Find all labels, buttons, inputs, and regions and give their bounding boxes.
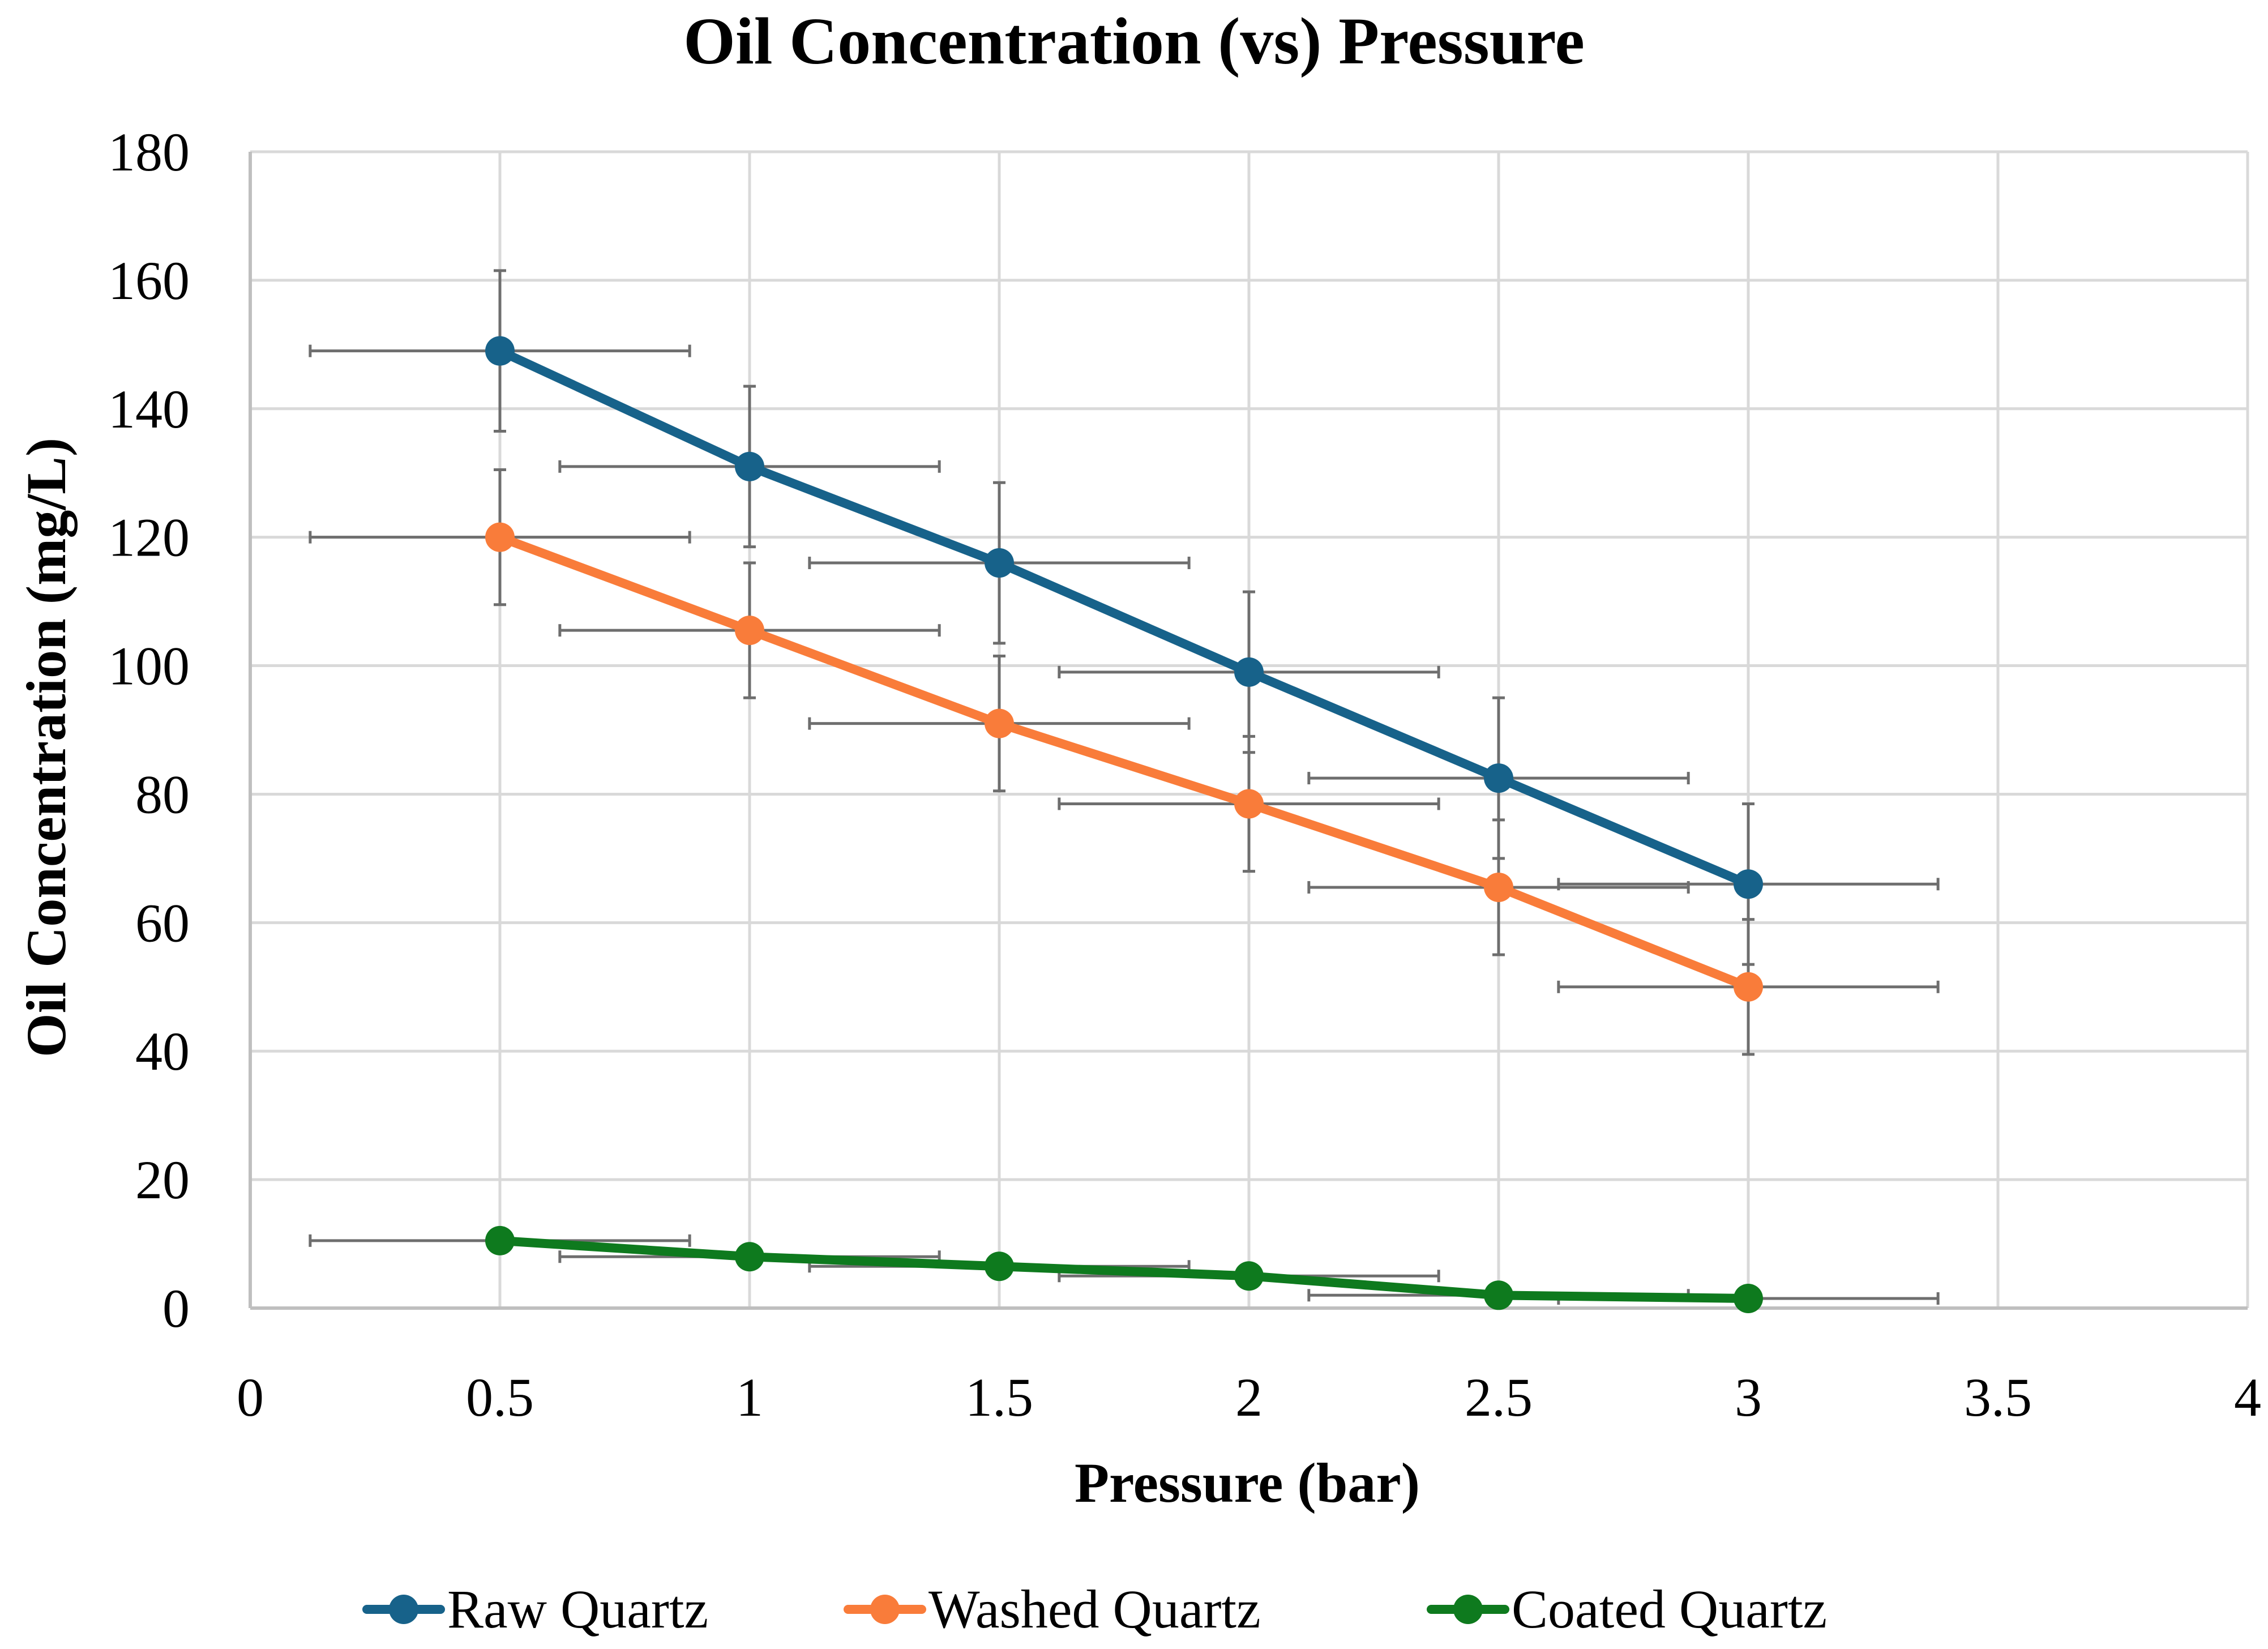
data-point-coated-quartz bbox=[985, 1251, 1014, 1281]
data-point-washed-quartz bbox=[1234, 789, 1264, 819]
series-line-coated-quartz bbox=[495, 1236, 1753, 1303]
data-point-coated-quartz bbox=[485, 1225, 515, 1255]
data-point-coated-quartz bbox=[1234, 1261, 1264, 1291]
series bbox=[485, 336, 1763, 1313]
series-line-raw-quartz bbox=[495, 346, 1753, 889]
y-tick-label: 160 bbox=[108, 250, 190, 311]
error-bars bbox=[309, 269, 1940, 1305]
legend: Raw Quartz Washed Quartz Coated Quartz bbox=[362, 1579, 1827, 1639]
tick-labels: 0 0.5 1 1.5 2 2.5 3 3.5 402040608010012014016018… bbox=[108, 122, 2261, 1428]
y-tick-label: 140 bbox=[108, 379, 190, 439]
x-tick-label: 3 bbox=[1735, 1367, 1762, 1428]
y-tick-label: 120 bbox=[108, 507, 190, 568]
y-tick-label: 80 bbox=[135, 764, 190, 824]
data-point-coated-quartz bbox=[735, 1242, 764, 1272]
x-tick-label: 3.5 bbox=[1964, 1367, 2032, 1428]
data-point-washed-quartz bbox=[735, 616, 764, 646]
data-point-coated-quartz bbox=[1734, 1283, 1763, 1313]
legend-swatch-marker-coated-quartz bbox=[1453, 1595, 1483, 1624]
legend-label-raw-quartz: Raw Quartz bbox=[447, 1579, 708, 1639]
x-tick-label: 2 bbox=[1235, 1367, 1263, 1428]
legend-swatch-marker-washed-quartz bbox=[870, 1595, 900, 1624]
x-tick-label: 4 bbox=[2234, 1367, 2261, 1428]
x-tick-label: 0 bbox=[237, 1367, 264, 1428]
y-tick-label: 20 bbox=[135, 1150, 190, 1210]
y-tick-label: 60 bbox=[135, 892, 190, 953]
data-point-coated-quartz bbox=[1484, 1280, 1513, 1310]
legend-label-coated-quartz: Coated Quartz bbox=[1512, 1579, 1827, 1639]
data-point-washed-quartz bbox=[485, 522, 515, 552]
data-point-washed-quartz bbox=[1734, 972, 1763, 1002]
y-axis-title: Oil Concentration (mg/L) bbox=[15, 438, 78, 1057]
series-line-washed-quartz bbox=[495, 532, 1753, 992]
legend-swatch-marker-raw-quartz bbox=[389, 1595, 418, 1624]
y-tick-label: 40 bbox=[135, 1021, 190, 1082]
x-tick-label: 2.5 bbox=[1465, 1367, 1533, 1428]
data-point-washed-quartz bbox=[1484, 872, 1513, 902]
y-tick-label: 100 bbox=[108, 636, 190, 697]
data-point-raw-quartz bbox=[1234, 657, 1264, 687]
x-tick-label: 0.5 bbox=[466, 1367, 534, 1428]
x-tick-label: 1.5 bbox=[965, 1367, 1033, 1428]
axes bbox=[249, 152, 2248, 1310]
y-tick-label: 0 bbox=[162, 1278, 190, 1339]
y-tick-label: 180 bbox=[108, 122, 190, 182]
x-tick-label: 1 bbox=[736, 1367, 763, 1428]
data-point-raw-quartz bbox=[1484, 763, 1513, 793]
data-point-raw-quartz bbox=[485, 336, 515, 366]
data-point-raw-quartz bbox=[1734, 869, 1763, 899]
data-point-washed-quartz bbox=[985, 708, 1014, 738]
data-point-raw-quartz bbox=[735, 451, 764, 481]
chart-title: Oil Concentration (vs) Pressure bbox=[683, 4, 1585, 78]
legend-label-washed-quartz: Washed Quartz bbox=[928, 1579, 1261, 1639]
x-axis-title: Pressure (bar) bbox=[1075, 1451, 1420, 1514]
data-point-raw-quartz bbox=[985, 548, 1014, 578]
